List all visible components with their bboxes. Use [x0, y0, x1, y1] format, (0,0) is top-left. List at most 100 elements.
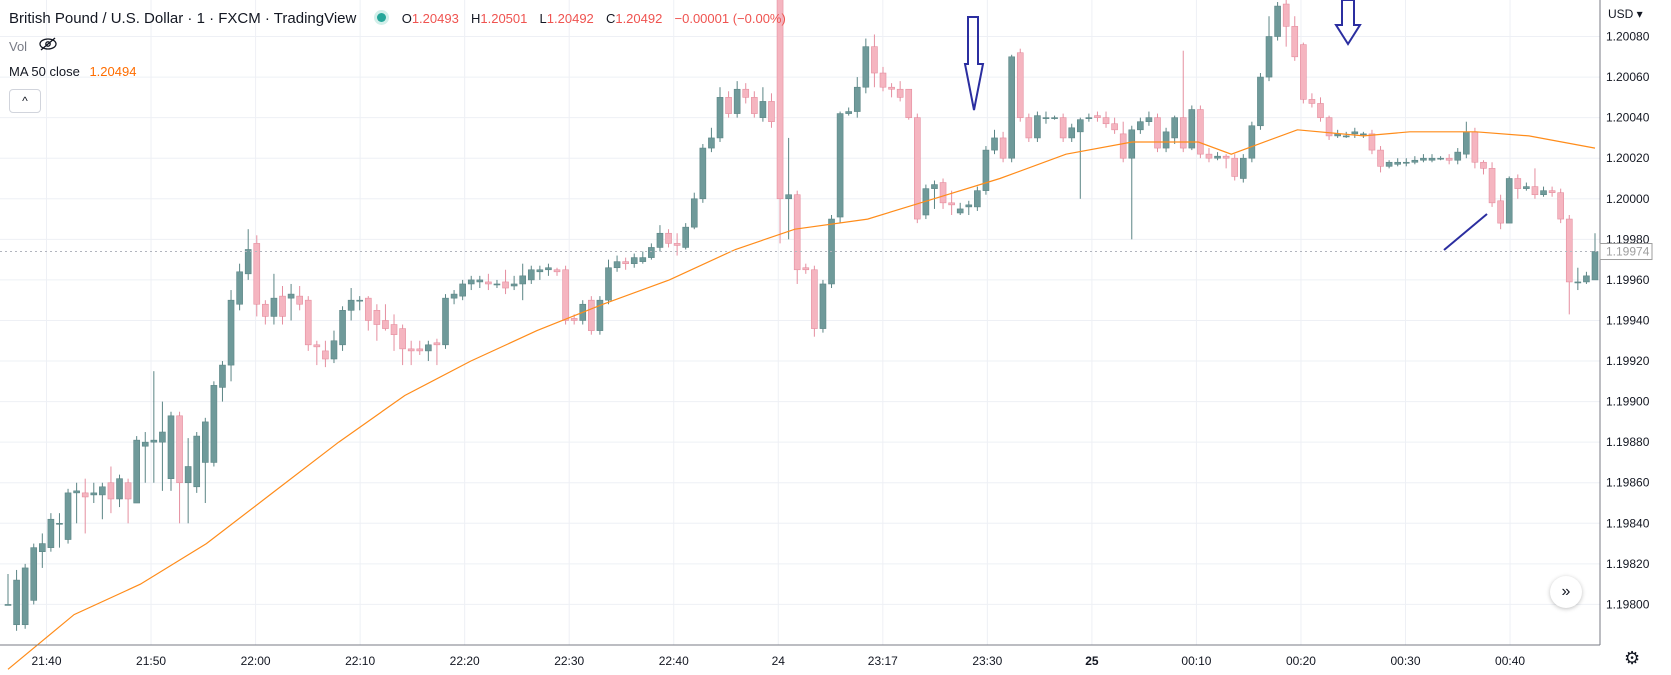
candle-body: [4, 604, 12, 606]
candle-body: [262, 303, 269, 317]
candle-body: [596, 299, 604, 331]
candle-body: [1119, 133, 1127, 159]
candle-body: [502, 281, 509, 289]
candle: [588, 296, 595, 335]
price-tick-label: 1.20080: [1606, 30, 1650, 44]
time-tick-label: 24: [772, 654, 786, 668]
candle-body: [56, 523, 63, 525]
candle: [1377, 146, 1384, 173]
currency-selector[interactable]: USD ▾: [1608, 7, 1643, 21]
candle: [1025, 113, 1033, 142]
candle-body: [1402, 161, 1410, 164]
candle-body: [1068, 127, 1076, 139]
candle-body: [673, 243, 681, 246]
candle-body: [699, 147, 707, 200]
candle: [279, 285, 286, 325]
candle-body: [202, 421, 209, 463]
candle: [1505, 176, 1513, 224]
candle: [1085, 113, 1093, 122]
eye-hidden-icon[interactable]: [39, 37, 57, 54]
candle: [871, 34, 878, 88]
low-value: 1.20492: [546, 11, 594, 26]
candle-body: [811, 269, 818, 329]
candle-body: [1317, 103, 1324, 118]
candle: [1248, 121, 1256, 163]
market-status-icon: [376, 13, 386, 22]
candle: [527, 265, 535, 284]
candle: [562, 265, 569, 325]
candle-body: [193, 435, 201, 488]
candle: [1051, 115, 1058, 120]
candle: [159, 401, 166, 491]
scroll-to-realtime-button[interactable]: »: [1550, 576, 1582, 608]
candle-body: [1514, 178, 1522, 189]
candle-body: [1497, 200, 1504, 224]
time-tick-label: 22:20: [450, 654, 480, 668]
candle-body: [1360, 133, 1367, 136]
chart-settings-button[interactable]: ⚙: [1624, 648, 1640, 669]
candle: [21, 563, 29, 629]
price-tick-label: 1.19940: [1606, 313, 1650, 327]
price-tick-label: 1.19900: [1606, 395, 1650, 409]
time-axis[interactable]: 21:40 21:50 22:00 22:10 22:20 22:30 22:40 24 23:…: [31, 654, 1525, 668]
candle: [519, 263, 527, 301]
candle: [862, 38, 870, 94]
candle: [1137, 117, 1144, 134]
candle-body: [802, 267, 810, 271]
candle-body: [888, 86, 895, 90]
time-tick-label: 22:00: [241, 654, 271, 668]
candle: [81, 478, 89, 534]
candle: [939, 178, 947, 209]
chevron-up-icon: ^: [22, 94, 28, 108]
candle: [673, 233, 681, 256]
candle-body: [510, 283, 518, 287]
candle-body: [39, 543, 46, 552]
price-tick-label: 1.19800: [1606, 597, 1650, 611]
candle-body: [184, 466, 192, 484]
candle: [1454, 148, 1462, 165]
candle-body: [793, 194, 801, 271]
candle: [596, 296, 604, 335]
candle-body: [279, 295, 286, 317]
candle: [1145, 111, 1153, 126]
candle: [1016, 48, 1024, 122]
candle-body: [751, 97, 758, 114]
candle-body: [364, 297, 372, 321]
symbol-title[interactable]: British Pound / U.S. Dollar · 1 · FXCM ·…: [9, 10, 357, 27]
candle-body: [1128, 129, 1136, 159]
price-axis[interactable]: 1.20080 1.20060 1.20040 1.20020 1.20000 1.199…: [1606, 30, 1650, 612]
price-tick-label: 1.19980: [1606, 232, 1650, 246]
candle-body: [296, 295, 303, 305]
candle: [322, 340, 329, 368]
price-tick-label: 1.19840: [1606, 516, 1650, 530]
candle: [613, 255, 621, 272]
volume-indicator[interactable]: Vol: [9, 37, 57, 54]
candle-body: [141, 441, 149, 447]
high-value: 1.20501: [480, 11, 528, 26]
candle-body: [956, 208, 964, 214]
candle-body: [682, 226, 689, 248]
candle-body: [1471, 131, 1479, 163]
ma-indicator[interactable]: MA 50 close 1.20494: [9, 64, 136, 79]
candle-body: [236, 271, 243, 305]
candle-body: [399, 328, 406, 350]
candle: [1471, 127, 1479, 169]
candle: [296, 285, 303, 311]
time-tick-label: 22:40: [659, 654, 689, 668]
candle-body: [244, 249, 252, 275]
candle-body: [1222, 155, 1230, 159]
ma-value: 1.20494: [89, 64, 137, 79]
close-key: C: [605, 11, 616, 26]
candle: [141, 432, 149, 483]
candle: [1222, 154, 1230, 169]
candle-body: [493, 283, 501, 286]
candle: [1076, 117, 1084, 199]
candle-body: [1162, 131, 1170, 149]
candle-body: [133, 439, 140, 504]
candle: [545, 263, 552, 276]
candle-body: [896, 88, 904, 98]
candle-body: [1034, 115, 1041, 139]
candle: [751, 91, 758, 118]
collapse-legend-button[interactable]: ^: [9, 89, 41, 113]
